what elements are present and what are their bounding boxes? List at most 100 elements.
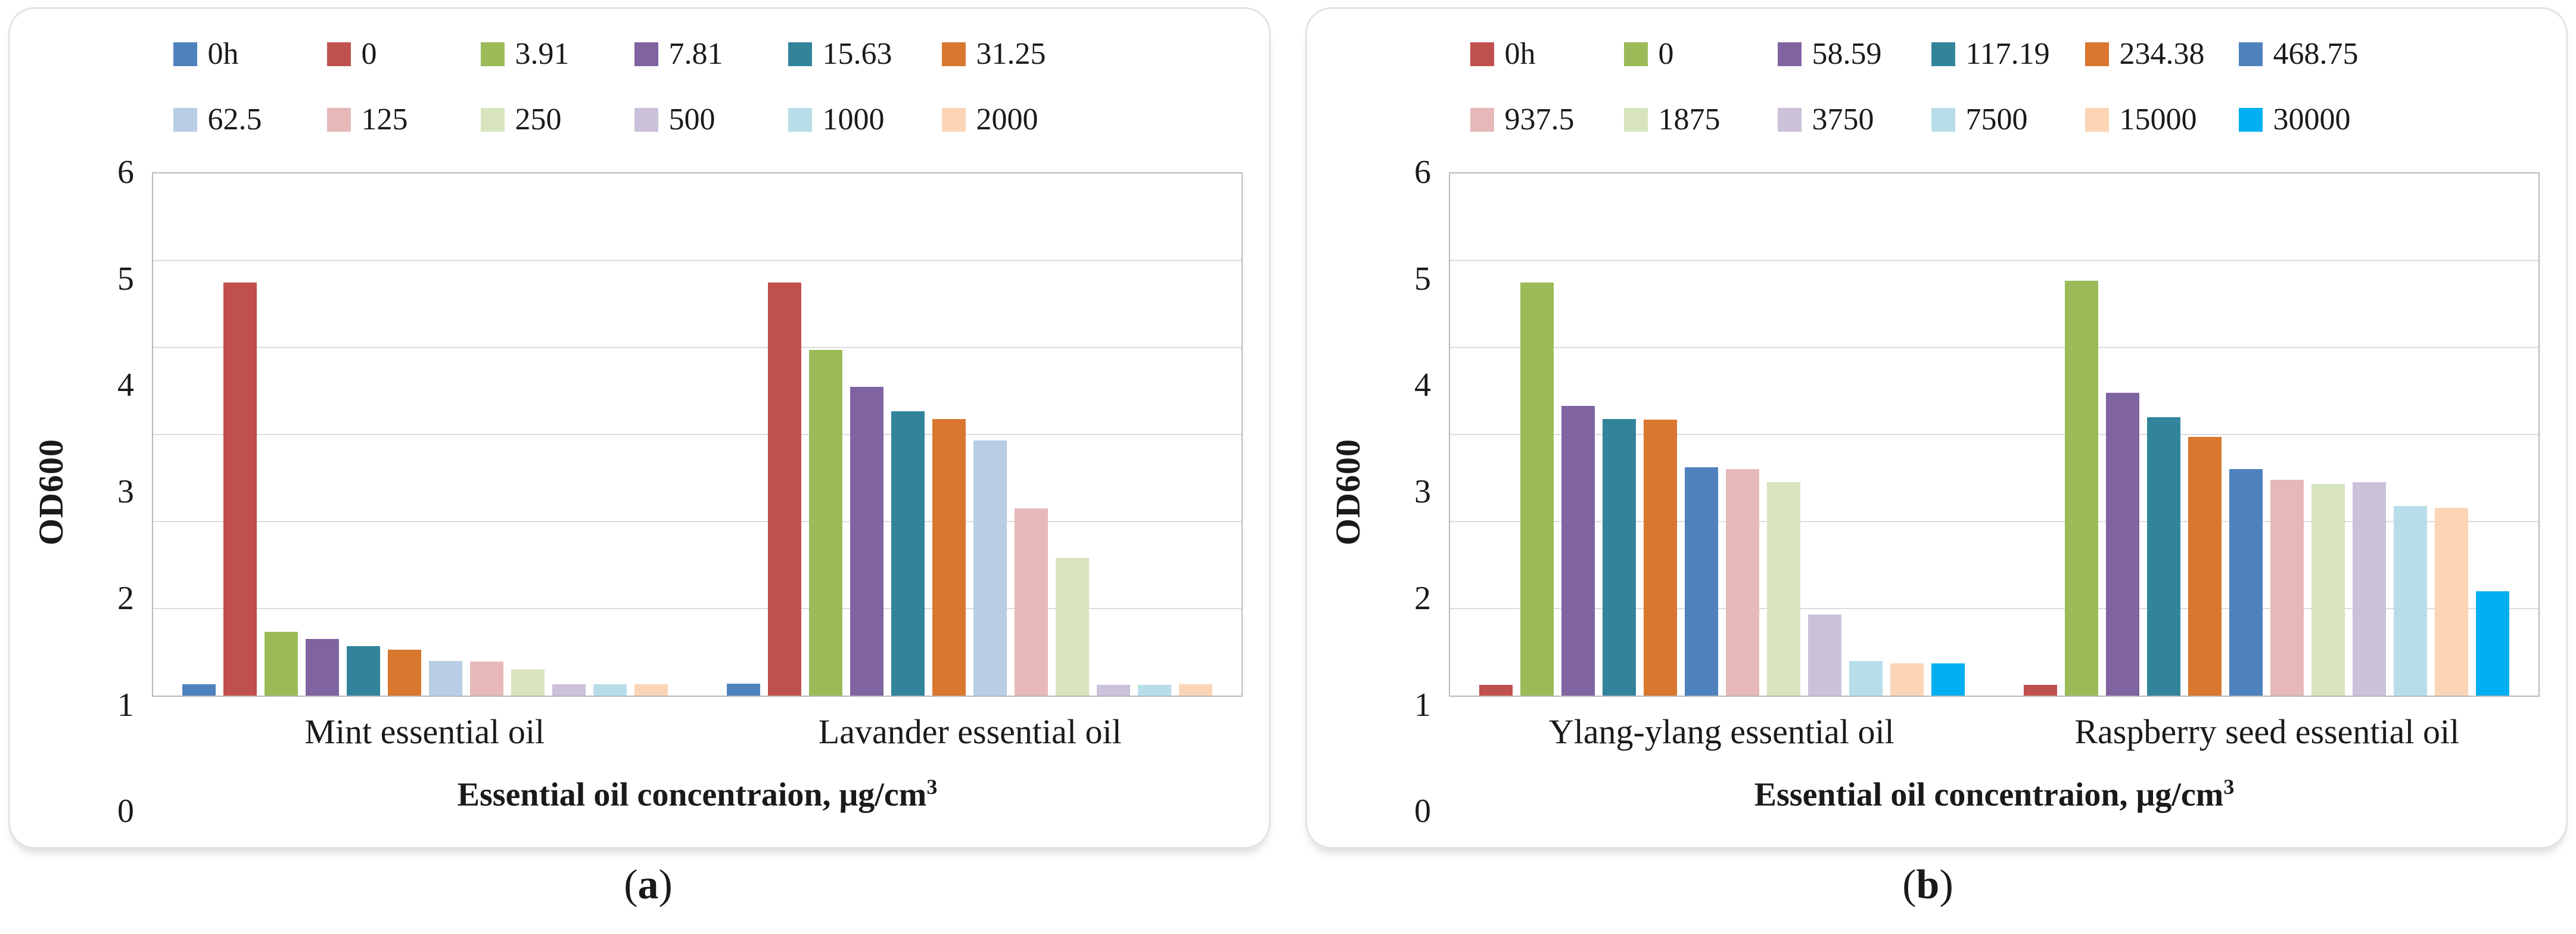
chart-area-b: OD600 0 1 2 3 4 5 6 Ylang-ylang essential oil R… bbox=[1323, 156, 2540, 828]
legend-label: 117.19 bbox=[1965, 37, 2050, 71]
bar bbox=[388, 649, 422, 696]
legend-item: 250 bbox=[480, 103, 634, 136]
legend-label: 500 bbox=[668, 103, 715, 136]
legend-item: 0h bbox=[1470, 39, 1624, 70]
category-labels: Ylang-ylang essential oil Raspberry seed … bbox=[1449, 712, 2540, 752]
bar bbox=[973, 440, 1007, 696]
gridline bbox=[1450, 608, 2538, 610]
legend-item: 2000 bbox=[941, 103, 1096, 136]
legend-swatch-icon bbox=[941, 108, 966, 132]
bar bbox=[1603, 418, 1637, 696]
y-tick-label: 6 bbox=[117, 154, 134, 191]
legend-item: 937.5 bbox=[1470, 104, 1624, 135]
legend-label: 7.81 bbox=[668, 37, 723, 71]
bar bbox=[470, 662, 504, 696]
y-axis-title: OD600 bbox=[1328, 438, 1367, 545]
caption-b: (b) bbox=[1288, 864, 2568, 906]
x-axis-title-text: Essential oil concentraion, μg/cm bbox=[457, 776, 927, 814]
plot-column: Mint essential oil Lavander essential oil… bbox=[152, 172, 1243, 811]
legend-label: 15.63 bbox=[822, 37, 892, 71]
bar bbox=[1561, 405, 1595, 696]
bar bbox=[265, 632, 298, 696]
bar bbox=[593, 684, 627, 696]
legend-label: 2000 bbox=[976, 103, 1038, 136]
legend-swatch-icon bbox=[1470, 42, 1494, 66]
gridline bbox=[1450, 260, 2538, 261]
legend-swatch-icon bbox=[173, 108, 197, 132]
y-tick-label: 0 bbox=[1414, 793, 1431, 830]
caption-letter: b bbox=[1916, 862, 1940, 908]
bar bbox=[1931, 663, 1965, 696]
bar bbox=[767, 282, 801, 696]
legend-swatch-icon bbox=[2085, 42, 2109, 66]
y-tick-label: 2 bbox=[117, 579, 134, 617]
legend-swatch-icon bbox=[788, 42, 812, 66]
x-axis-title-text: Essential oil concentraion, μg/cm bbox=[1754, 776, 2224, 814]
bar bbox=[511, 669, 545, 696]
category-label: Raspberry seed essential oil bbox=[2074, 712, 2460, 751]
legend-item: 7500 bbox=[1931, 104, 2085, 135]
legend-swatch-icon bbox=[2238, 108, 2263, 132]
x-axis-title: Essential oil concentraion, μg/cm3 bbox=[1449, 776, 2540, 812]
legend-label: 0 bbox=[361, 37, 377, 71]
legend-label: 468.75 bbox=[2273, 37, 2359, 71]
chart-panel-a: 0h 0 3.91 7.81 15.63 31.25 62.5 125 250 500 1000 20… bbox=[8, 7, 1271, 849]
legend-swatch-icon bbox=[480, 42, 505, 66]
category-label: Mint essential oil bbox=[304, 712, 545, 751]
gridline bbox=[153, 608, 1242, 610]
legend: 0h 0 3.91 7.81 15.63 31.25 62.5 125 250 500 1000 20… bbox=[26, 39, 1243, 135]
bar bbox=[2064, 280, 2098, 696]
plot-column: Ylang-ylang essential oil Raspberry seed … bbox=[1449, 172, 2540, 811]
legend-label: 0h bbox=[1504, 37, 1536, 71]
legend-item: 500 bbox=[634, 104, 788, 135]
legend-item: 31.25 bbox=[941, 39, 1096, 70]
gridline bbox=[1450, 347, 2538, 349]
caption-close: ) bbox=[658, 862, 673, 908]
legend-item: 15.63 bbox=[788, 39, 942, 70]
legend-label: 15000 bbox=[2119, 103, 2197, 136]
legend-item: 3.91 bbox=[480, 39, 634, 70]
bar bbox=[932, 418, 966, 696]
x-axis-title-superscript: 3 bbox=[2223, 774, 2235, 799]
y-tick-label: 4 bbox=[1414, 367, 1431, 404]
legend-swatch-icon bbox=[1931, 42, 1955, 66]
legend-label: 58.59 bbox=[1812, 37, 1882, 71]
category-label: Ylang-ylang essential oil bbox=[1548, 712, 1894, 751]
legend-swatch-icon bbox=[1777, 108, 1802, 132]
legend-label: 937.5 bbox=[1504, 103, 1575, 136]
y-tick-label: 0 bbox=[117, 793, 134, 830]
legend-label: 250 bbox=[515, 103, 562, 136]
gridline bbox=[153, 434, 1242, 435]
bar bbox=[1767, 482, 1801, 696]
bar bbox=[1890, 663, 1924, 696]
legend-item: 7.81 bbox=[634, 39, 788, 70]
legend-swatch-icon bbox=[1623, 108, 1648, 132]
bar bbox=[726, 683, 760, 696]
caption-open: ( bbox=[1902, 862, 1917, 908]
bar bbox=[223, 282, 257, 696]
plot-area bbox=[152, 172, 1243, 697]
legend-item: 15000 bbox=[2085, 104, 2239, 135]
caption-open: ( bbox=[624, 862, 638, 908]
legend-swatch-icon bbox=[326, 42, 351, 66]
bar bbox=[347, 646, 381, 696]
bar bbox=[1808, 615, 1842, 696]
legend-label: 1000 bbox=[822, 103, 885, 136]
legend: 0h 0 58.59 117.19 234.38 468.75 937.5 1875 3750 7… bbox=[1323, 39, 2540, 135]
bar bbox=[634, 684, 668, 696]
figure-row: 0h 0 3.91 7.81 15.63 31.25 62.5 125 250 500 1000 20… bbox=[8, 7, 2568, 849]
legend-swatch-icon bbox=[634, 42, 658, 66]
y-tick-label: 2 bbox=[1414, 579, 1431, 617]
bar bbox=[2188, 437, 2222, 696]
bar bbox=[1137, 685, 1171, 696]
bar bbox=[2434, 507, 2468, 696]
caption-close: ) bbox=[1939, 862, 1953, 908]
legend-item: 0 bbox=[1623, 39, 1778, 70]
y-tick-label: 1 bbox=[117, 686, 134, 724]
bar bbox=[891, 411, 925, 696]
bar bbox=[2475, 591, 2509, 696]
bar bbox=[1726, 469, 1760, 696]
legend-label: 0h bbox=[207, 37, 239, 71]
legend-item: 234.38 bbox=[2085, 39, 2239, 70]
y-tick-label: 3 bbox=[117, 473, 134, 511]
